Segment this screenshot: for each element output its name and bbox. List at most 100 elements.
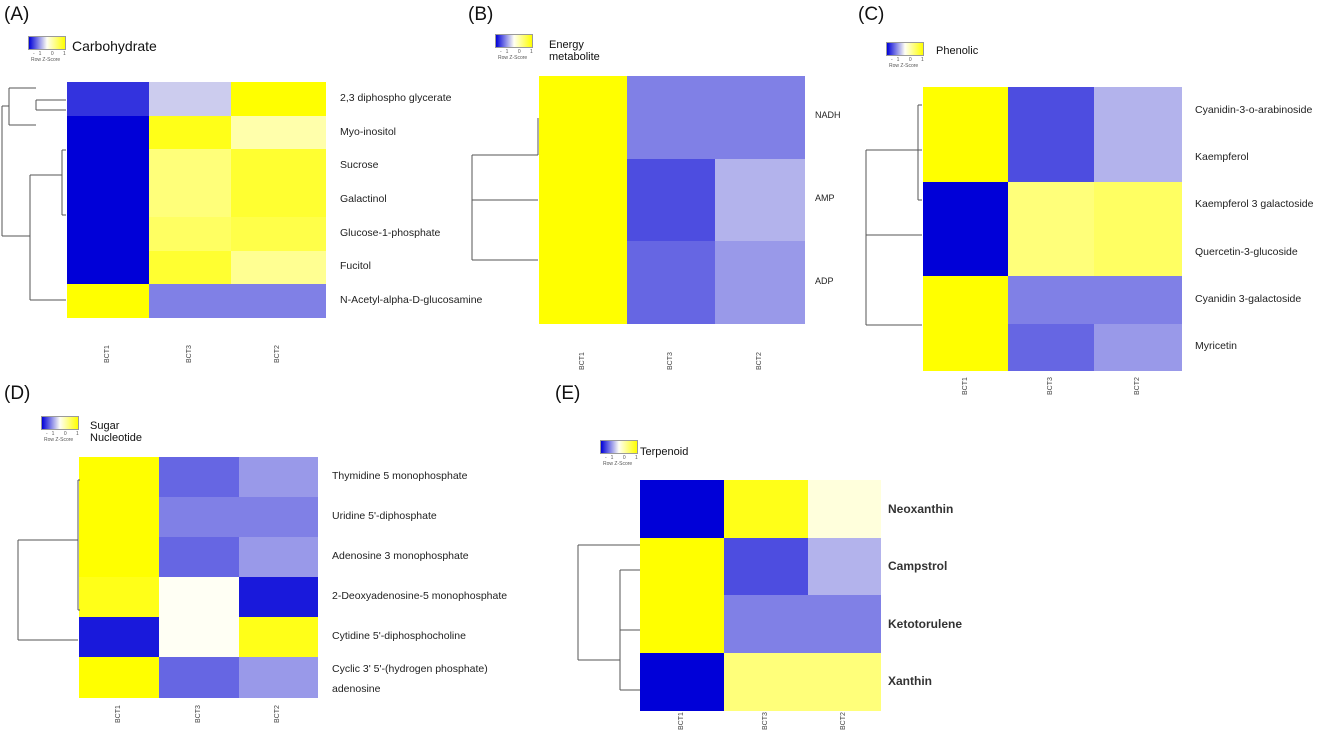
heatmap-cell bbox=[539, 76, 628, 160]
color-key-bar bbox=[886, 42, 924, 56]
row-label: Thymidine 5 monophosphate bbox=[332, 470, 468, 482]
heatmap-cell bbox=[724, 480, 809, 538]
heatmap-cell bbox=[79, 457, 160, 498]
heatmap-cell bbox=[808, 652, 881, 711]
heatmap-cell bbox=[159, 577, 240, 618]
heatmap-cell bbox=[627, 158, 716, 242]
heatmap-cell bbox=[1008, 181, 1095, 230]
heatmap-cell bbox=[808, 537, 881, 596]
color-key-bar bbox=[41, 416, 79, 430]
heatmap-cell bbox=[239, 577, 318, 618]
row-label: Cytidine 5'-diphosphocholine bbox=[332, 630, 466, 642]
color-key-label: Row Z-Score bbox=[31, 57, 61, 63]
heatmap-cell bbox=[808, 595, 881, 653]
row-label: ADP bbox=[815, 275, 834, 286]
heatmap-cell bbox=[231, 250, 326, 285]
dendrogram-branch bbox=[471, 118, 539, 261]
heatmap-cell bbox=[715, 158, 805, 242]
row-label: Cyanidin 3-galactoside bbox=[1195, 293, 1302, 305]
panel-title: Phenolic bbox=[936, 45, 979, 57]
heatmap-cell bbox=[239, 617, 318, 658]
panel-letter: (A) bbox=[4, 4, 30, 25]
heatmap-cell bbox=[1094, 323, 1182, 372]
heatmap-cell bbox=[640, 652, 725, 711]
heatmap-grid bbox=[923, 87, 1182, 372]
heatmap-cell bbox=[149, 149, 232, 184]
heatmap-cell bbox=[923, 181, 1009, 230]
heatmap-grid bbox=[640, 480, 881, 711]
heatmap-cell bbox=[539, 158, 628, 242]
heatmap-cell bbox=[231, 115, 326, 150]
color-key-ticks: -1 0 1 bbox=[605, 455, 642, 461]
heatmap-cell bbox=[724, 652, 809, 711]
heatmap-cell bbox=[640, 595, 725, 653]
heatmap-cell bbox=[239, 497, 318, 538]
heatmap-cell bbox=[1094, 229, 1182, 277]
heatmap-cell bbox=[1008, 87, 1095, 135]
heatmap-cell bbox=[239, 657, 318, 698]
heatmap-cell bbox=[239, 457, 318, 498]
heatmap-cell bbox=[231, 149, 326, 184]
row-label: Sucrose bbox=[340, 159, 379, 172]
color-key-label: Row Z-Score bbox=[603, 461, 633, 467]
heatmap-cell bbox=[149, 284, 232, 319]
heatmap-cell bbox=[627, 76, 716, 160]
heatmap-cell bbox=[79, 657, 160, 698]
heatmap-cell bbox=[79, 537, 160, 578]
heatmap-cell bbox=[231, 183, 326, 218]
row-label: 2,3 diphospho glycerate bbox=[340, 91, 452, 104]
heatmap-cell bbox=[159, 457, 240, 498]
row-label: Adenosine 3 monophosphate bbox=[332, 550, 469, 562]
heatmap-cell bbox=[149, 216, 232, 252]
heatmap-cell bbox=[159, 537, 240, 578]
row-label: Myo-inositol bbox=[340, 125, 397, 138]
heatmap-cell bbox=[79, 577, 160, 618]
color-key-bar bbox=[600, 440, 638, 454]
panel-title: Sugar Nucleotide bbox=[90, 420, 142, 444]
heatmap-cell bbox=[1008, 134, 1095, 183]
dendrogram-branch bbox=[17, 479, 80, 641]
row-label: Quercetin-3-glucoside bbox=[1195, 245, 1298, 258]
heatmap-cell bbox=[239, 537, 318, 578]
row-label: Campstrol bbox=[888, 559, 948, 574]
heatmap-grid bbox=[539, 76, 805, 325]
row-label: Cyclic 3' 5'-(hydrogen phosphate) bbox=[332, 663, 488, 675]
heatmap-cell bbox=[715, 241, 805, 325]
heatmap-cell bbox=[1008, 229, 1095, 277]
heatmap-grid bbox=[67, 82, 326, 319]
row-label: Kaempferol bbox=[1195, 151, 1249, 163]
heatmap-cell bbox=[79, 617, 160, 658]
heatmap-cell bbox=[67, 149, 150, 184]
row-label: Galactinol bbox=[340, 193, 387, 205]
heatmap-cell bbox=[640, 537, 725, 596]
heatmap-cell bbox=[1008, 323, 1095, 372]
panel-letter: (C) bbox=[858, 4, 885, 25]
heatmap-cell bbox=[231, 82, 326, 117]
dendrogram-branch bbox=[577, 544, 640, 691]
heatmap-cell bbox=[724, 537, 809, 596]
heatmap-cell bbox=[159, 657, 240, 698]
heatmap-cell bbox=[67, 216, 150, 252]
heatmap-cell bbox=[923, 87, 1009, 135]
color-key-bar bbox=[28, 36, 66, 50]
color-key-ticks: -1 0 1 bbox=[46, 431, 83, 437]
heatmap-cell bbox=[159, 497, 240, 538]
panel-letter: (B) bbox=[468, 4, 494, 25]
color-key-ticks: -1 0 1 bbox=[33, 51, 70, 57]
heatmap-cell bbox=[149, 115, 232, 150]
color-key-ticks: -1 0 1 bbox=[891, 57, 928, 63]
row-label: Xanthin bbox=[888, 674, 932, 689]
heatmap-cell bbox=[67, 250, 150, 285]
heatmap-cell bbox=[923, 323, 1009, 372]
panel-title: Energy metabolite bbox=[549, 39, 600, 63]
row-label: 2-Deoxyadenosine-5 monophosphate bbox=[332, 590, 508, 602]
panel-letter: (D) bbox=[4, 383, 31, 404]
row-label: Ketotorulene bbox=[888, 616, 963, 631]
dendrogram-branch bbox=[1, 87, 66, 301]
heatmap-cell bbox=[231, 284, 326, 319]
row-label: adenosine bbox=[332, 683, 381, 695]
row-label: NADH bbox=[815, 110, 841, 121]
color-key-label: Row Z-Score bbox=[889, 63, 919, 69]
row-label: Cyanidin-3-o-arabinoside bbox=[1195, 103, 1313, 116]
